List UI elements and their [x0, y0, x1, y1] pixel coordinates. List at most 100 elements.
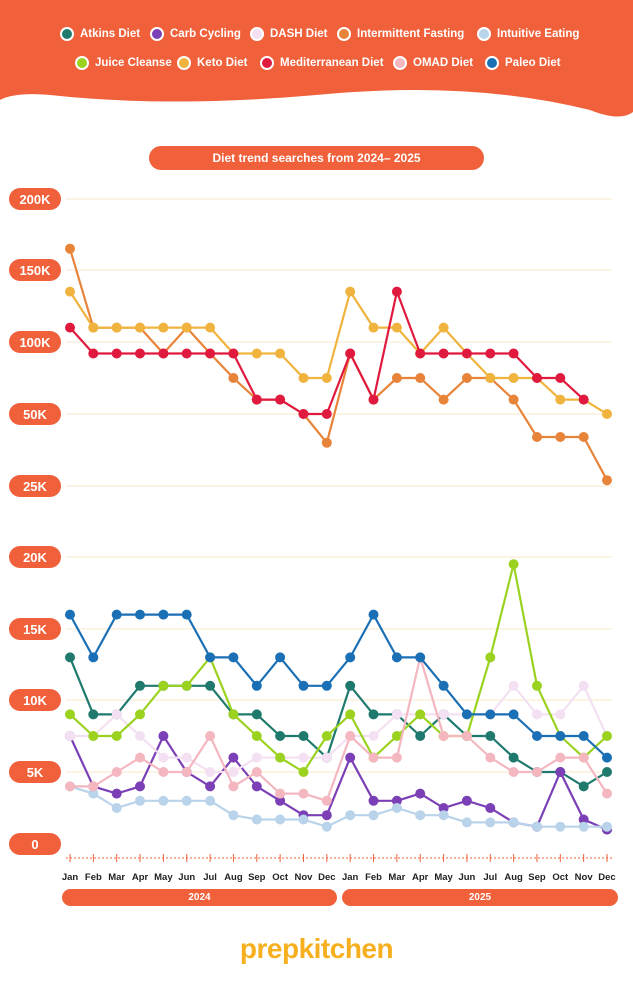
data-point: [555, 821, 566, 832]
series-lines: [65, 243, 612, 835]
data-point: [461, 795, 472, 806]
x-tick-label: Dec: [598, 872, 615, 883]
data-point: [532, 731, 542, 741]
x-tick-label: Feb: [365, 872, 382, 883]
data-point: [65, 322, 75, 333]
data-point: [88, 731, 99, 741]
data-point: [508, 752, 519, 763]
data-point: [345, 348, 356, 359]
data-point: [485, 817, 496, 828]
data-point: [555, 731, 566, 741]
data-point: [181, 680, 192, 691]
data-point: [532, 709, 542, 720]
data-point: [251, 752, 262, 763]
legend-swatch: [150, 27, 164, 41]
data-point: [65, 652, 75, 663]
data-point: [438, 322, 449, 333]
legend-item: OMAD Diet: [393, 56, 473, 70]
series-mediterranean-diet: [65, 286, 589, 419]
legend-label: Carb Cycling: [170, 28, 241, 40]
data-point: [275, 788, 286, 799]
data-point: [438, 731, 449, 741]
data-point: [275, 652, 286, 663]
data-point: [321, 731, 332, 741]
x-tick-label: Sep: [248, 872, 266, 883]
legend-swatch: [250, 27, 264, 41]
data-point: [111, 322, 122, 333]
data-point: [438, 348, 449, 359]
x-tick-label: Dec: [318, 872, 335, 883]
legend-item: Paleo Diet: [485, 56, 561, 70]
series-line: [69, 785, 607, 828]
data-point: [578, 781, 589, 792]
data-point: [158, 795, 169, 806]
data-point: [321, 373, 332, 383]
data-point: [555, 709, 566, 720]
data-point: [391, 709, 402, 720]
data-point: [602, 752, 612, 763]
data-point: [321, 752, 332, 763]
data-point: [415, 373, 426, 383]
data-point: [298, 752, 309, 763]
data-point: [158, 609, 169, 620]
data-point: [88, 322, 99, 333]
data-point: [251, 731, 262, 741]
data-point: [438, 709, 449, 720]
data-point: [461, 731, 472, 741]
legend-swatch: [485, 56, 499, 70]
data-point: [555, 373, 566, 383]
data-point: [368, 731, 379, 741]
data-point: [65, 731, 75, 741]
data-point: [415, 731, 426, 741]
legend-item: Atkins Diet: [60, 27, 140, 41]
data-point: [135, 609, 145, 620]
data-point: [181, 795, 192, 806]
series-intermittent-fasting: [65, 243, 612, 486]
data-point: [345, 810, 356, 821]
series-intuitive-eating: [65, 781, 612, 832]
data-point: [298, 373, 309, 383]
data-point: [391, 373, 402, 383]
data-point: [321, 437, 332, 448]
data-point: [508, 348, 519, 359]
data-point: [251, 394, 262, 405]
data-point: [532, 373, 542, 383]
data-point: [391, 795, 402, 806]
legend-label: Intuitive Eating: [497, 28, 580, 40]
legend-label: DASH Diet: [270, 28, 328, 40]
data-point: [205, 767, 216, 777]
series-line: [70, 656, 608, 802]
x-tick-label: Nov: [575, 872, 594, 883]
data-point: [135, 731, 145, 741]
series-paleo-diet: [65, 609, 612, 763]
data-point: [181, 348, 192, 359]
y-tick-label: 10K: [9, 689, 61, 711]
series-line: [69, 290, 585, 416]
data-point: [485, 709, 496, 720]
data-point: [485, 652, 496, 663]
data-point: [321, 680, 332, 691]
data-point: [111, 709, 122, 720]
data-point: [368, 752, 379, 763]
legend-swatch: [177, 56, 191, 70]
data-point: [461, 817, 472, 828]
data-point: [461, 709, 472, 720]
data-point: [275, 731, 286, 741]
series-keto-diet: [65, 286, 612, 419]
x-tick-label: Jan: [62, 872, 79, 883]
data-point: [532, 821, 542, 832]
data-point: [485, 803, 496, 813]
data-point: [391, 803, 402, 813]
data-point: [555, 767, 566, 777]
data-point: [508, 709, 519, 720]
data-point: [578, 814, 589, 825]
legend-item: Juice Cleanse: [75, 56, 172, 70]
data-point: [368, 709, 379, 720]
x-tick-label: Apr: [132, 872, 149, 883]
data-point: [345, 709, 356, 720]
data-point: [135, 680, 145, 691]
data-point: [65, 286, 75, 297]
data-point: [275, 795, 286, 806]
legend-swatch: [260, 56, 274, 70]
